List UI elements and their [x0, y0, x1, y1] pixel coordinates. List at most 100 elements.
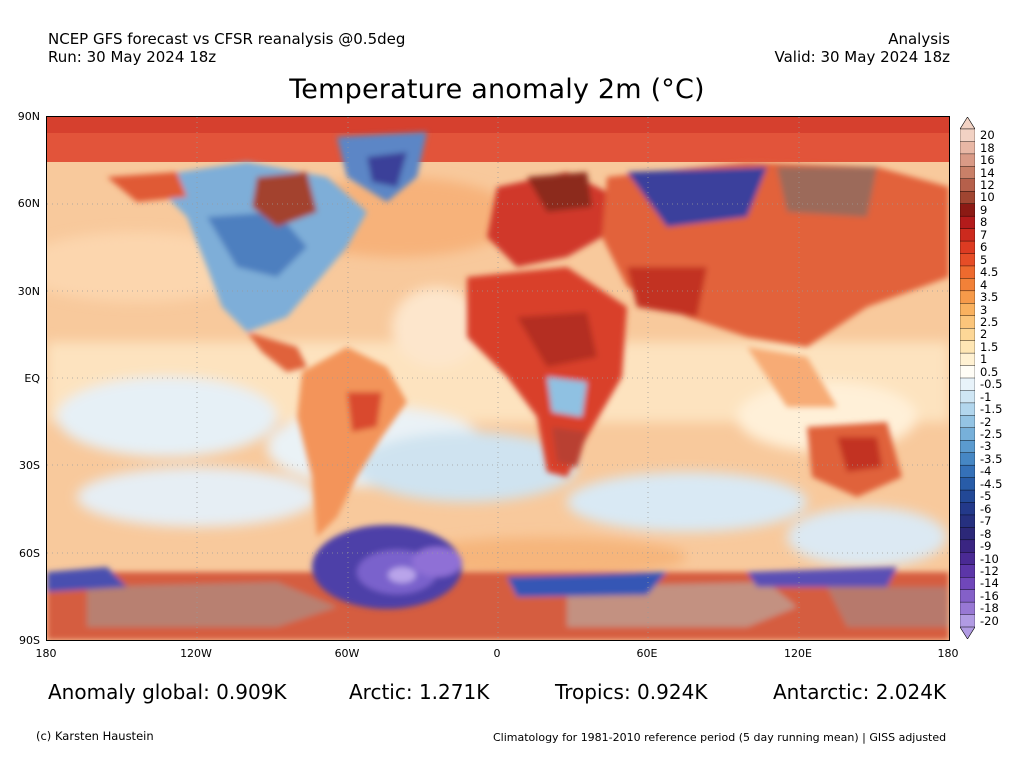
- colorbar-swatch: [960, 327, 975, 342]
- colorbar-label: -12: [980, 563, 999, 578]
- colorbar-swatch: [960, 153, 975, 167]
- colorbar-swatch: [960, 303, 975, 317]
- product-type: Analysis: [888, 30, 950, 48]
- colorbar-swatch: [960, 290, 975, 304]
- colorbar-label: -20: [980, 613, 999, 628]
- lat-label-30s: 30S: [19, 459, 40, 472]
- global-anomaly: Anomaly global: 0.909K: [48, 680, 287, 704]
- credit: (c) Karsten Haustein: [36, 729, 154, 743]
- colorbar-label: 4.5: [980, 265, 999, 280]
- graticule: [47, 117, 949, 640]
- colorbar-swatch: [960, 601, 975, 616]
- colorbar-label: 10: [980, 190, 995, 205]
- model-description: NCEP GFS forecast vs CFSR reanalysis @0.…: [48, 30, 406, 48]
- colorbar-swatch: [960, 564, 975, 578]
- colorbar-swatch: [960, 577, 975, 591]
- lat-label-30n: 30N: [17, 285, 40, 298]
- colorbar-label: 14: [980, 165, 995, 180]
- run-time: Run: 30 May 2024 18z: [48, 48, 217, 66]
- lat-label-60s: 60S: [19, 547, 40, 560]
- colorbar-swatch: [960, 440, 975, 454]
- colorbar-label: 6: [980, 240, 988, 255]
- colorbar-label: 12: [980, 178, 995, 193]
- colorbar-label: -10: [980, 551, 999, 566]
- antarctic-anomaly: Antarctic: 2.024K: [773, 680, 947, 704]
- colorbar-label: 2: [980, 327, 988, 342]
- colorbar-swatch: [960, 191, 975, 205]
- lon-label-180w: 180: [35, 647, 57, 660]
- colorbar-swatch: [960, 240, 975, 255]
- colorbar-swatch: [960, 352, 975, 367]
- colorbar-label: -4: [980, 464, 992, 479]
- lon-label-60e: 60E: [636, 647, 658, 660]
- colorbar-swatch: [960, 489, 975, 503]
- colorbar-label: 1.5: [980, 339, 999, 354]
- colorbar-swatch: [960, 502, 975, 516]
- weddell-cold-swirl: [312, 525, 462, 609]
- colorbar-swatch: [960, 527, 975, 541]
- colorbar-swatch: [960, 253, 975, 267]
- lon-label-60w: 60W: [334, 647, 360, 660]
- colorbar-label: 20: [980, 128, 995, 143]
- climatology-note: Climatology for 1981-2010 reference peri…: [493, 731, 947, 744]
- colorbar-swatch: [960, 340, 975, 354]
- colorbar-label: -2: [980, 414, 992, 429]
- colorbar-label: -18: [980, 601, 999, 616]
- colorbar-swatch: [960, 415, 975, 429]
- colorbar-swatch: [960, 228, 975, 242]
- colorbar-label: -0.5: [980, 377, 1003, 392]
- colorbar-swatch: [960, 464, 975, 479]
- colorbar-swatch: [960, 514, 975, 528]
- colorbar-swatch: [960, 265, 975, 279]
- colorbar-label: -2.5: [980, 427, 1003, 442]
- lat-label-90s: 90S: [19, 634, 40, 647]
- colorbar-label: 16: [980, 153, 995, 168]
- lat-label-60n: 60N: [17, 197, 40, 210]
- map-title: Temperature anomaly 2m (°C): [289, 74, 705, 105]
- colorbar-swatch: [960, 452, 975, 466]
- tropics-anomaly: Tropics: 0.924K: [555, 680, 708, 704]
- colorbar-label: 1: [980, 352, 988, 367]
- colorbar-swatch: [960, 278, 975, 292]
- colorbar-label: -14: [980, 576, 999, 591]
- lon-label-0: 0: [493, 647, 501, 660]
- colorbar-swatch: [960, 166, 975, 180]
- colorbar-label: -16: [980, 588, 999, 603]
- colorbar-label: 7: [980, 227, 988, 242]
- lat-label-90n: 90N: [17, 110, 40, 123]
- colorbar-label: -1: [980, 389, 992, 404]
- colorbar-swatch: [960, 539, 975, 553]
- colorbar-swatch: [960, 128, 975, 142]
- colorbar-swatch: [960, 477, 975, 491]
- colorbar-label: 4: [980, 277, 988, 292]
- colorbar-bottom-arrow: [960, 626, 975, 639]
- colorbar-label: 2.5: [980, 314, 999, 329]
- colorbar-swatch: [960, 402, 975, 416]
- anomaly-field: [47, 117, 949, 640]
- colorbar-label: -3.5: [980, 451, 1003, 466]
- colorbar: [960, 117, 975, 639]
- colorbar-swatch: [960, 552, 975, 566]
- colorbar-swatch: [960, 377, 975, 391]
- colorbar-label: -1.5: [980, 402, 1003, 417]
- colorbar-label: 3: [980, 302, 988, 317]
- lon-label-120e: 120E: [784, 647, 812, 660]
- colorbar-swatch: [960, 141, 975, 155]
- colorbar-label: -3: [980, 439, 992, 454]
- colorbar-top-arrow: [960, 117, 975, 130]
- colorbar-label: -6: [980, 501, 992, 516]
- colorbar-swatch: [960, 589, 975, 603]
- colorbar-swatch: [960, 365, 975, 379]
- colorbar-swatch: [960, 315, 975, 329]
- colorbar-swatch: [960, 178, 975, 192]
- colorbar-label: -5: [980, 489, 992, 504]
- colorbar-swatch: [960, 390, 975, 404]
- colorbar-label: -7: [980, 514, 992, 529]
- colorbar-label: -8: [980, 526, 992, 541]
- colorbar-label: 18: [980, 140, 995, 155]
- colorbar-swatch: [960, 215, 975, 230]
- lon-label-180e: 180: [937, 647, 959, 660]
- colorbar-label: -9: [980, 539, 992, 554]
- anomaly-map: [46, 116, 950, 641]
- colorbar-swatch: [960, 427, 975, 441]
